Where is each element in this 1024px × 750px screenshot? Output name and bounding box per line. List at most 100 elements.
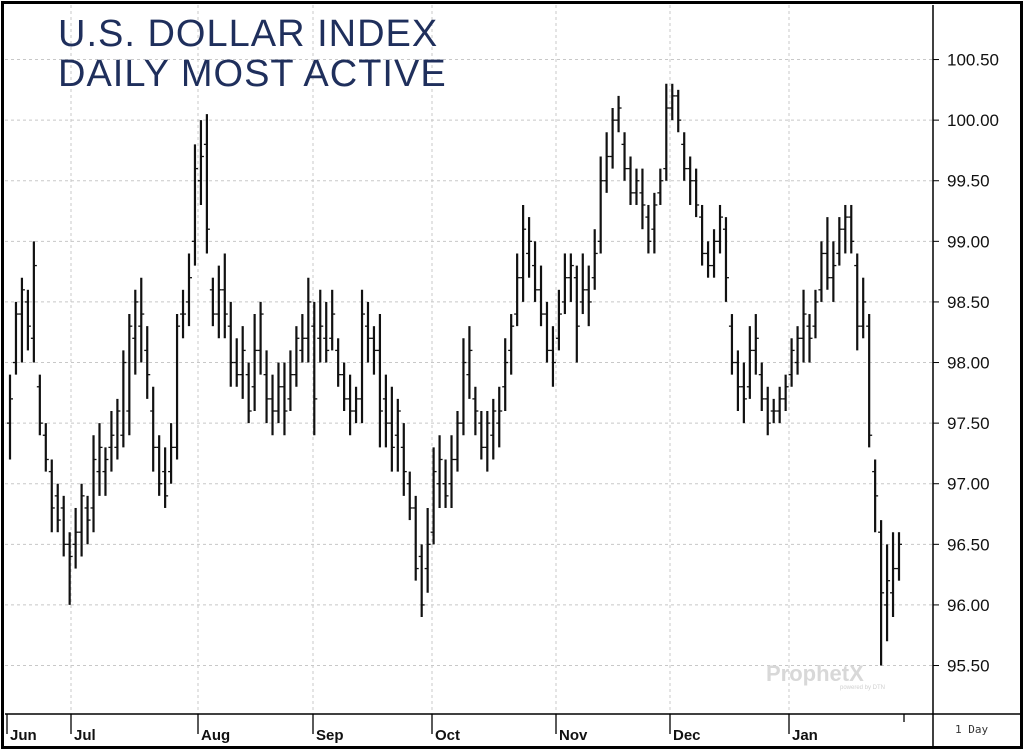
axes: 100.50 100.00 99.50 99.00 98.50 98.00 97.50 97.… [5,5,1021,747]
y-tick-label: 97.50 [947,414,990,433]
chart-title: U.S. DOLLAR INDEX [58,13,439,55]
ohlc-bar [860,277,867,339]
ohlc-bar [66,532,73,605]
ohlc-bar [54,483,61,533]
ohlc-bar [555,289,562,351]
ohlc-bar [144,326,151,399]
ohlc-bar [878,520,885,666]
ohlc-bar [776,386,783,424]
ohlc-bar [484,411,491,472]
ohlc-bar [502,338,509,412]
ohlc-bar [60,495,67,557]
ohlc-bar [758,362,765,412]
watermark-tagline: powered by DTN [840,685,885,691]
ohlc-bar [347,374,354,436]
ohlc-bar [311,301,318,436]
chart-subtitle: DAILY MOST ACTIVE [58,53,447,95]
ohlc-bar [18,277,25,363]
ohlc-bar [543,301,550,363]
ohlc-bar [436,435,443,508]
ohlc-bar [830,241,837,302]
y-tick-label: 96.50 [947,535,990,554]
ohlc-bar [746,326,753,399]
y-tick-label: 100.50 [947,51,999,70]
ohlc-bar [496,386,503,448]
ohlc-bar [305,277,312,363]
x-month-label: Jun [10,727,37,744]
ohlc-bar [782,374,789,412]
ohlc-bar [203,114,210,254]
ohlc-bar [227,301,234,387]
x-month-label: Jan [792,727,818,744]
ohlc-bar [209,277,216,327]
ohlc-bar [388,386,395,472]
ohlc-bar [854,253,861,351]
x-month-label: Sep [316,727,344,744]
ohlc-bar [287,350,294,412]
ohlc-bar [84,495,91,545]
ohlc-bar [794,326,801,375]
ohlc-bar [693,168,700,218]
ohlc-bar [442,459,449,508]
ohlc-bar [597,156,604,254]
price-bars [7,83,902,666]
ohlc-bar [7,374,13,460]
ohlc-bar [448,435,455,508]
ohlc-bar [681,132,688,181]
y-tick-label: 98.50 [947,293,990,312]
ohlc-bar [490,398,497,460]
ohlc-bar [872,459,879,533]
ohlc-bar [711,229,718,278]
ohlc-bar [639,168,646,230]
ohlc-bar [418,544,425,618]
ohlc-bar [197,120,204,205]
ohlc-bar [460,338,467,436]
ohlc-bar [376,314,383,448]
x-month-label: Dec [673,727,701,744]
ohlc-bar [890,532,897,618]
x-month-label: Oct [435,727,460,744]
ohlc-bar [406,471,413,521]
ohlc-bar [884,544,891,642]
watermark-brand: ProphetX [766,661,864,686]
ohlc-bar [800,289,807,363]
ohlc-bar [359,289,366,424]
ohlc-bar [174,314,181,460]
ohlc-bar [430,447,437,545]
ohlc-bar [191,144,198,266]
ohlc-bar [812,289,819,339]
ohlc-bar [752,314,759,375]
ohlc-bar [657,168,664,205]
ohlc-bar [532,241,539,302]
ohlc-bar [722,217,729,302]
ohlc-bar [293,326,300,387]
ohlc-bar [221,253,228,339]
ohlc-bar [651,192,658,254]
ohlc-bar [114,398,121,460]
ohlc-bar [514,253,521,327]
ohlc-bar [36,374,43,436]
ohlc-bar [72,507,79,569]
ohlc-bar [848,204,855,254]
ohlc-bar [466,326,473,399]
ohlc-bar [705,241,712,278]
ohlc-bar [526,217,533,278]
ohlc-bar [335,338,342,387]
ohlc-bar [90,435,97,533]
ohlc-bar [824,217,831,290]
ohlc-bar [788,338,795,387]
ohlc-bar [615,95,622,133]
ohlc-bar [24,289,31,351]
ohlc-bar [275,362,282,424]
ohlc-bar [48,459,55,533]
ohlc-bar [573,265,580,363]
ohlc-bar [251,314,258,412]
ohlc-bar [675,89,682,133]
ohlc-bar [478,411,485,460]
ohlc-bar [12,301,19,375]
ohlc-bar [108,411,115,472]
prophetx-watermark: ProphetX powered by DTN [766,661,885,691]
ohlc-bar [156,435,163,496]
